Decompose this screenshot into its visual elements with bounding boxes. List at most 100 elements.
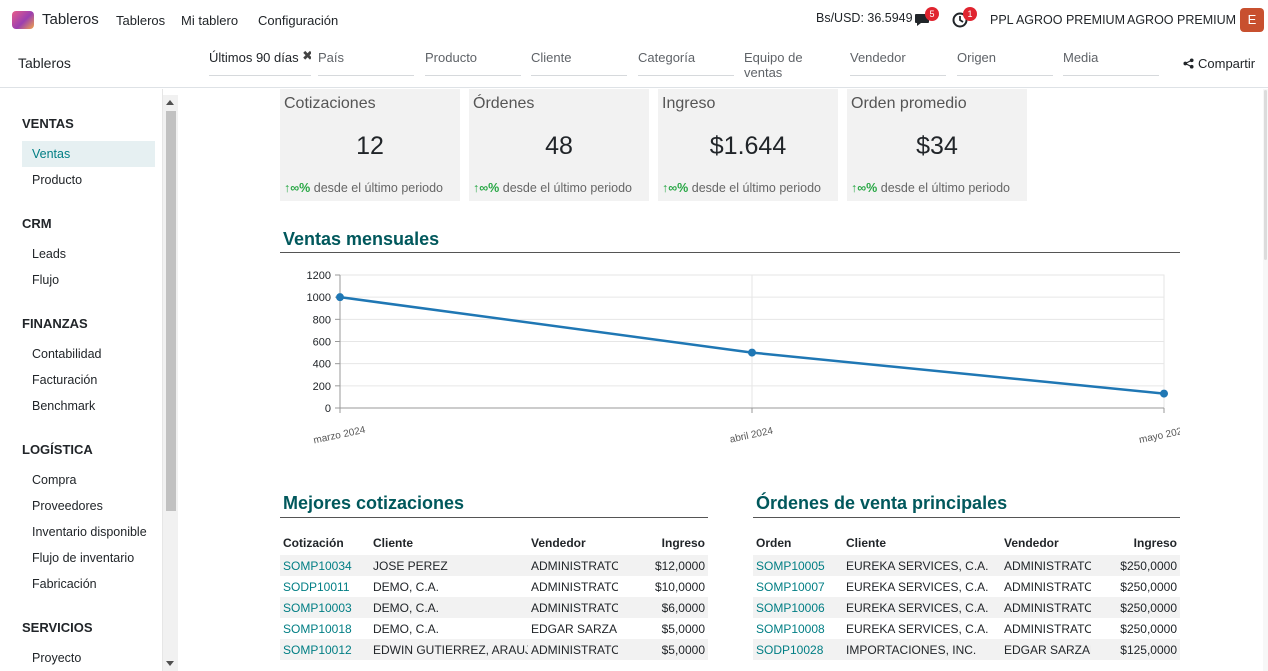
kpi-title: Cotizaciones [284,95,376,112]
sidebar-item-compra[interactable]: Compra [32,473,77,487]
sidebar-item-inventario[interactable]: Inventario disponible [32,525,147,539]
kpi-card-cotizaciones: Cotizaciones 12 ↑∞% desde el último peri… [280,89,460,201]
top-orders-table: Orden Cliente Vendedor Ingreso SOMP10005… [753,531,1180,660]
period-filter[interactable]: Últimos 90 días ✖ [209,48,311,76]
sidebar-item-benchmark[interactable]: Benchmark [32,399,96,413]
table-row[interactable]: SOMP10005 EUREKA SERVICES, C.A. ADMINIST… [753,555,1180,576]
table-row[interactable]: SOMP10007 EUREKA SERVICES, C.A. ADMINIST… [753,576,1180,597]
monthly-sales-title: Ventas mensuales [283,229,440,249]
divider [280,517,708,518]
scroll-up-icon[interactable] [166,100,174,105]
sidebar-item-producto[interactable]: Producto [32,173,83,187]
sidebar-item-fabricacion[interactable]: Fabricación [32,577,97,591]
clear-filter-icon[interactable]: ✖ [299,48,311,64]
scrollbar-thumb[interactable] [166,111,176,511]
table-row[interactable]: SODP10028 IMPORTACIONES, INC. EDGAR SARZ… [753,639,1180,660]
filter-equipo-ventas[interactable]: Equipo de ventas [744,48,844,80]
order-revenue: $250,0000 [1120,621,1177,636]
menu-tableros[interactable]: Tableros [116,13,166,28]
quote-ref[interactable]: SOMP10003 [280,597,370,618]
user-company[interactable]: AGROO PREMIUM [1127,13,1237,27]
sidebar-item-flujo-inventario[interactable]: Flujo de inventario [32,551,135,565]
kpi-card-ordenes: Órdenes 48 ↑∞% desde el último periodo [469,89,649,201]
kpi-title: Ingreso [662,95,716,112]
scroll-down-icon[interactable] [166,661,174,666]
activity-badge: 1 [963,7,977,21]
order-ref[interactable]: SOMP10005 [753,555,843,576]
dashboard-app-icon[interactable] [12,11,34,29]
filter-origen[interactable]: Origen [957,48,1053,76]
filter-categoria[interactable]: Categoría [638,48,734,76]
company-switcher[interactable]: PPL AGROO PREMIUM [990,13,1125,27]
sidebar-item-ventas[interactable]: Ventas [22,141,155,167]
order-ref[interactable]: SOMP10006 [753,597,843,618]
kpi-trend-symbol: ∞% [479,181,500,195]
quote-revenue: $5,0000 [661,621,705,636]
quote-revenue: $12,0000 [618,555,708,576]
table-row[interactable]: SODP10011 DEMO, C.A. ADMINISTRATOR $10,0… [280,576,708,597]
arrow-up-icon: ↑ [851,181,858,195]
kpi-title: Orden promedio [851,95,967,112]
arrow-up-icon: ↑ [473,181,480,195]
sidebar-item-facturacion[interactable]: Facturación [32,373,98,387]
order-salesperson: ADMINISTRATOR [1004,621,1091,636]
divider [280,252,1180,253]
activity-clock-icon[interactable]: 1 [951,7,977,29]
filter-media-label: Media [1063,50,1099,65]
share-button[interactable]: Compartir [1183,56,1255,71]
table-row[interactable]: SOMP10006 EUREKA SERVICES, C.A. ADMINIST… [753,597,1180,618]
order-ref[interactable]: SOMP10008 [756,621,825,636]
table-row[interactable]: SOMP10034 JOSE PEREZ ADMINISTRATOR $12,0… [280,555,708,576]
messages-icon[interactable]: 5 [913,7,939,29]
order-salesperson: ADMINISTRATOR [1001,597,1091,618]
main-scrollbar-thumb[interactable] [1264,90,1267,260]
kpi-trend-text: desde el último periodo [502,181,633,195]
user-avatar[interactable]: E [1240,8,1264,32]
order-salesperson: EDGAR SARZAL [1001,639,1091,660]
quote-salesperson: ADMINISTRATOR [531,579,618,594]
quote-ref[interactable]: SOMP10034 [280,555,370,576]
quote-ref[interactable]: SODP10011 [283,579,350,594]
table-row[interactable]: SOMP10003 DEMO, C.A. ADMINISTRATOR $6,00… [280,597,708,618]
sidebar-scrollbar[interactable] [163,95,178,671]
top-orders-title: Órdenes de venta principales [756,493,1008,513]
sidebar-item-proveedores[interactable]: Proveedores [32,499,103,513]
kpi-trend-symbol: ∞% [668,181,689,195]
filter-cliente[interactable]: Cliente [531,48,627,76]
app-name[interactable]: Tableros [42,11,99,28]
sidebar-item-leads[interactable]: Leads [32,247,67,261]
section-servicios: SERVICIOS [22,620,93,635]
filter-vendedor[interactable]: Vendedor [850,48,946,76]
y-tick-label: 800 [313,314,331,326]
menu-mi-tablero[interactable]: Mi tablero [181,13,239,28]
menu-configuracion[interactable]: Configuración [258,13,339,28]
quote-ref[interactable]: SOMP10018 [283,621,352,636]
quote-revenue: $6,0000 [618,597,708,618]
quote-ref[interactable]: SOMP10012 [280,639,370,660]
kpi-trend-symbol: ∞% [290,181,311,195]
table-row[interactable]: SOMP10008 EUREKA SERVICES, C.A. ADMINIST… [753,618,1180,639]
best-quotes-title: Mejores cotizaciones [283,493,465,513]
monthly-sales-chart[interactable]: 0 200 400 600 800 1000 1200 marzo 2024 abril 202… [280,258,1180,458]
kpi-trend: ↑∞% desde el último periodo [284,181,443,195]
filter-media[interactable]: Media [1063,48,1159,76]
table-row[interactable]: SOMP10012 EDWIN GUTIERREZ, ARAUJO ADMINI… [280,639,708,660]
y-tick-label: 400 [313,359,331,371]
order-ref[interactable]: SOMP10007 [756,579,825,594]
sidebar-item-contabilidad[interactable]: Contabilidad [32,347,102,361]
main-scrollbar[interactable] [1263,89,1268,671]
col-cliente: Cliente [846,536,887,550]
filter-producto-label: Producto [425,50,478,65]
order-customer: EUREKA SERVICES, C.A. [846,579,989,594]
order-ref[interactable]: SODP10028 [753,639,843,660]
filter-pais[interactable]: País [318,48,414,76]
sidebar-item-flujo[interactable]: Flujo [32,273,60,287]
quote-customer: DEMO, C.A. [370,597,528,618]
data-point [1160,389,1168,398]
table-row[interactable]: SOMP10018 DEMO, C.A. EDGAR SARZAL $5,000… [280,618,708,639]
order-revenue: $125,0000 [1091,639,1180,660]
filter-producto[interactable]: Producto [425,48,521,76]
sidebar-item-proyecto[interactable]: Proyecto [32,651,82,665]
period-filter-value: Últimos 90 días [209,50,299,65]
y-tick-label: 200 [313,381,331,393]
